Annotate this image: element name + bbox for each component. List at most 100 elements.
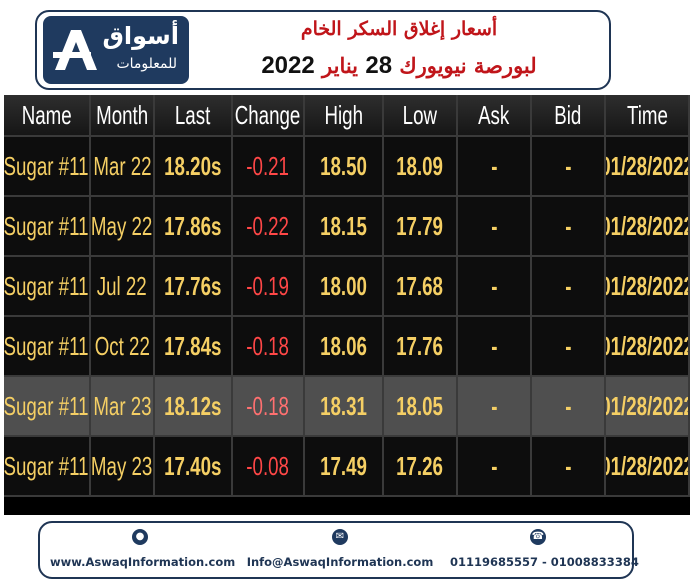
cell-high: 18.50	[320, 150, 367, 181]
cell-time: 01/28/2022	[606, 210, 690, 241]
phone-numbers: 01119685557 - 01008833384	[450, 555, 639, 569]
page-subtitle: لبورصة نيويورك 28 يناير 2022	[197, 52, 601, 80]
cell-name: Sugar #11	[4, 450, 90, 481]
column-header-time: Time	[606, 95, 690, 137]
cell-change: -0.08	[246, 450, 290, 481]
quotes-table: Name Month Last Change High Low Ask Bid …	[4, 95, 690, 515]
column-header-label: Name	[21, 99, 72, 130]
cell-change: -0.18	[246, 390, 290, 421]
cell-last: 17.84s	[164, 330, 222, 361]
cell-month: May 22	[91, 210, 153, 241]
column-header-label: Month	[95, 99, 149, 130]
cell-ask: -	[490, 270, 498, 301]
cell-bid: -	[564, 330, 572, 361]
table-row: Sugar #11 Jul 22 17.76s -0.19 18.00 17.6…	[4, 257, 690, 317]
cell-last: 18.12s	[164, 390, 222, 421]
table-row: Sugar #11 Oct 22 17.84s -0.18 18.06 17.7…	[4, 317, 690, 377]
cell-time: 01/28/2022	[606, 450, 690, 481]
cell-month: Mar 22	[92, 150, 152, 181]
footer-website: ● www.AswaqInformation.com	[50, 529, 236, 569]
envelope-icon: ✉	[332, 529, 348, 545]
brand-logo: أسواق للمعلومات	[43, 16, 189, 84]
phone-icon: ☎	[530, 529, 546, 545]
cell-bid: -	[564, 210, 572, 241]
cell-name: Sugar #11	[4, 390, 90, 421]
column-header-change: Change	[233, 95, 305, 137]
cell-change: -0.19	[246, 270, 290, 301]
cell-change: -0.18	[246, 330, 290, 361]
footer-email: ✉ Info@AswaqInformation.com	[245, 529, 435, 569]
cell-high: 18.00	[320, 270, 367, 301]
cell-ask: -	[490, 450, 498, 481]
column-header-ask: Ask	[458, 95, 532, 137]
cell-month: Jul 22	[97, 270, 147, 301]
header-banner: أسواق للمعلومات أسعار إغلاق السكر الخام …	[35, 10, 611, 90]
column-header-bid: Bid	[532, 95, 606, 137]
column-header-high: High	[305, 95, 384, 137]
column-header-low: Low	[384, 95, 458, 137]
cell-time: 01/28/2022	[606, 270, 690, 301]
cell-time: 01/28/2022	[606, 330, 690, 361]
date-day: 28	[365, 52, 393, 79]
table-row: Sugar #11 Mar 23 18.12s -0.18 18.31 18.0…	[4, 377, 690, 437]
cell-bid: -	[564, 450, 572, 481]
cell-time: 01/28/2022	[606, 150, 690, 181]
cell-high: 18.06	[320, 330, 367, 361]
cell-name: Sugar #11	[4, 150, 90, 181]
column-header-month: Month	[91, 95, 155, 137]
exchange-name: لبورصة نيويورك	[399, 53, 537, 78]
cell-change: -0.21	[246, 150, 290, 181]
globe-icon: ●	[132, 529, 148, 545]
cell-change: -0.22	[246, 210, 290, 241]
cell-month: Oct 22	[94, 330, 150, 361]
table-header-row: Name Month Last Change High Low Ask Bid …	[4, 95, 690, 137]
page-title: أسعار إغلاق السكر الخام	[300, 18, 498, 40]
cell-ask: -	[490, 330, 498, 361]
cell-month: Mar 23	[92, 390, 152, 421]
email-link[interactable]: Info@AswaqInformation.com	[246, 555, 434, 569]
logo-subtitle: للمعلومات	[116, 56, 177, 72]
cell-bid: -	[564, 150, 572, 181]
column-header-label: Time	[626, 99, 668, 130]
cell-high: 17.49	[320, 450, 367, 481]
cell-low: 18.05	[396, 390, 444, 421]
cell-last: 17.86s	[164, 210, 222, 241]
cell-name: Sugar #11	[4, 330, 90, 361]
cell-ask: -	[490, 210, 498, 241]
column-header-last: Last	[155, 95, 233, 137]
column-header-name: Name	[4, 95, 91, 137]
cell-last: 17.40s	[164, 450, 222, 481]
cell-name: Sugar #11	[4, 210, 90, 241]
cell-high: 18.31	[320, 390, 367, 421]
cell-name: Sugar #11	[4, 270, 90, 301]
cell-low: 17.79	[396, 210, 444, 241]
column-header-label: Change	[235, 99, 301, 130]
column-header-label: Bid	[554, 99, 582, 130]
table-row: Sugar #11 May 23 17.40s -0.08 17.49 17.2…	[4, 437, 690, 497]
cell-time: 01/28/2022	[606, 390, 690, 421]
cell-high: 18.15	[320, 210, 367, 241]
logo-name: أسواق	[102, 22, 179, 50]
table-row: Sugar #11 Mar 22 18.20s -0.21 18.50 18.0…	[4, 137, 690, 197]
table-row: Sugar #11 May 22 17.86s -0.22 18.15 17.7…	[4, 197, 690, 257]
cell-bid: -	[564, 270, 572, 301]
cell-month: May 23	[91, 450, 153, 481]
contact-footer: ● www.AswaqInformation.com ✉ Info@AswaqI…	[38, 521, 639, 579]
column-header-label: Ask	[478, 99, 510, 130]
date-year: 2022	[261, 52, 315, 79]
cell-ask: -	[490, 150, 498, 181]
column-header-label: High	[324, 99, 363, 130]
cell-ask: -	[490, 390, 498, 421]
website-link[interactable]: www.AswaqInformation.com	[50, 555, 236, 569]
aswaq-logo-icon	[53, 30, 97, 70]
cell-low: 17.68	[396, 270, 444, 301]
cell-bid: -	[564, 390, 572, 421]
column-header-label: Low	[402, 99, 438, 130]
cell-last: 17.76s	[164, 270, 222, 301]
footer-phones: ☎ 01119685557 - 01008833384	[450, 529, 639, 569]
cell-low: 17.26	[396, 450, 444, 481]
cell-low: 18.09	[396, 150, 444, 181]
column-header-label: Last	[175, 99, 211, 130]
cell-last: 18.20s	[164, 150, 222, 181]
date-month: يناير	[322, 53, 359, 78]
